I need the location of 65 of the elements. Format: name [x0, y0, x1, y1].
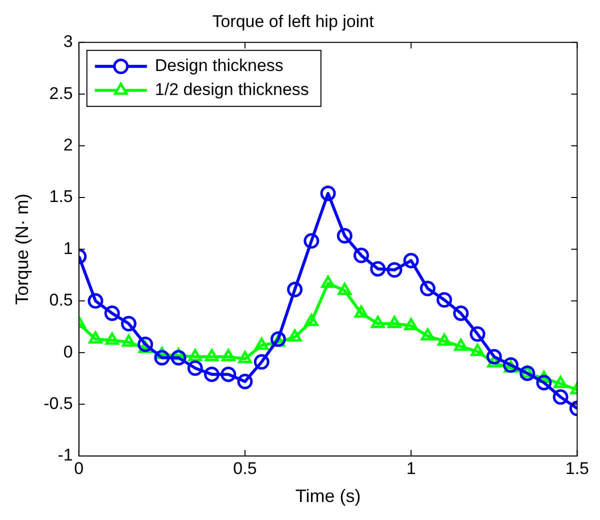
point: [204, 366, 220, 382]
point: [222, 348, 236, 362]
point: [520, 366, 536, 382]
x-tick-label: 1.5: [565, 458, 590, 478]
point: [354, 306, 368, 318]
point: [454, 338, 468, 351]
point: [138, 336, 154, 352]
point: [304, 233, 320, 249]
x-tick-label: 1: [406, 458, 416, 478]
chart-title: Torque of left hip joint: [212, 12, 374, 31]
point: [420, 328, 435, 341]
y-tick-label: 3: [63, 32, 73, 52]
point: [88, 331, 102, 344]
x-tick-label: 0.5: [233, 458, 257, 478]
point: [403, 252, 419, 268]
point: [354, 248, 370, 264]
point: [552, 389, 568, 405]
y-tick-label: 1.5: [49, 187, 73, 206]
point: [154, 350, 170, 366]
point: [370, 316, 385, 328]
point: [288, 329, 302, 342]
point: [388, 316, 402, 328]
y-tick-label: 0: [63, 342, 73, 362]
point: [554, 376, 568, 388]
point: [370, 261, 386, 277]
point: [254, 354, 270, 370]
point: [470, 344, 484, 356]
y-tick-label: 2.5: [49, 84, 73, 103]
point: [105, 332, 119, 345]
point: [187, 360, 203, 376]
legend-label: Design thickness: [154, 56, 284, 76]
point: [321, 276, 335, 288]
point: [536, 374, 552, 390]
point: [437, 333, 452, 346]
x-axis-title: Time (s): [295, 486, 361, 506]
point: [170, 350, 186, 366]
point: [254, 338, 268, 350]
point: [287, 282, 303, 298]
point: [420, 280, 436, 296]
point: [404, 318, 418, 330]
legend-label: 1/2 design thickness: [154, 80, 309, 100]
point: [304, 314, 318, 326]
point: [470, 326, 486, 342]
y-tick-label: 2: [63, 135, 73, 154]
point: [237, 374, 253, 390]
point: [88, 293, 104, 309]
y-tick-label: -0.5: [44, 394, 73, 413]
point: [204, 348, 219, 362]
point: [338, 282, 352, 296]
point: [104, 306, 120, 322]
y-axis-title: Torque (N· m): [12, 194, 32, 305]
point: [320, 186, 336, 202]
point: [220, 366, 236, 382]
y-tick-label: 1: [63, 238, 73, 258]
point: [336, 228, 352, 244]
point: [386, 262, 402, 278]
point: [436, 292, 452, 308]
point: [238, 351, 252, 364]
y-tick-label: -1: [58, 446, 73, 465]
point: [453, 306, 469, 322]
point: [486, 348, 502, 364]
point: [120, 316, 136, 332]
point: [188, 348, 202, 362]
y-tick-label: 0.5: [49, 290, 73, 310]
point: [122, 334, 136, 347]
